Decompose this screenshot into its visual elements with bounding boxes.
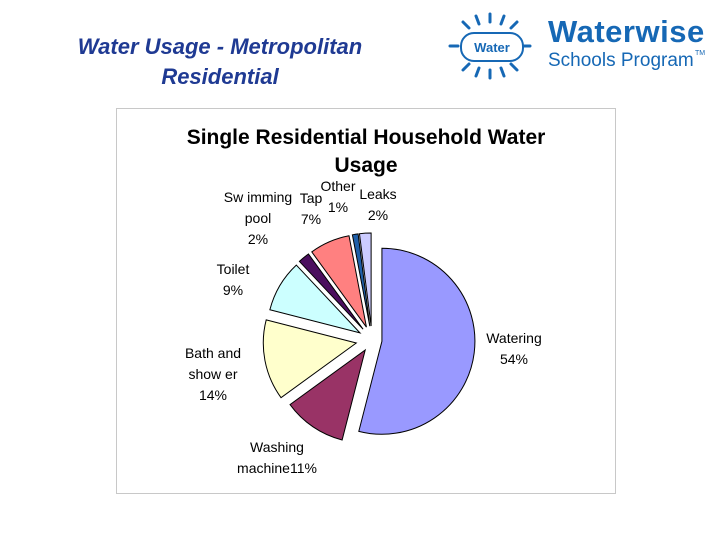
pie-slice-toilet bbox=[269, 264, 362, 334]
logo-badge: Water bbox=[460, 32, 524, 62]
pie-slice-swimming-pool bbox=[298, 253, 364, 330]
slice-label-bath-and-shower: Bath and show er 14% bbox=[185, 345, 241, 403]
slide-title: Water Usage - Metropolitan Residential bbox=[77, 34, 363, 89]
slice-label-toilet: Toilet 9% bbox=[217, 261, 250, 298]
logo-subtitle: Schools Program bbox=[548, 50, 694, 71]
slice-label-tap: Tap 7% bbox=[300, 190, 323, 227]
pie-slice-washing-machine bbox=[289, 348, 367, 441]
slice-label-other: Other 1% bbox=[320, 178, 355, 215]
chart-title: Single Residential Household Water Usage bbox=[186, 126, 546, 177]
waterwise-logo: Water Waterwise Schools Program TM bbox=[440, 6, 710, 86]
sun-rays-icon bbox=[448, 12, 532, 80]
logo-wordmark: Waterwise bbox=[548, 14, 705, 49]
pie-slice-leaks bbox=[358, 232, 372, 327]
logo-trademark: TM bbox=[695, 50, 706, 57]
slice-label-watering: Watering 54% bbox=[486, 330, 542, 367]
pie-slice-other bbox=[351, 233, 371, 327]
slice-label-leaks: Leaks 2% bbox=[359, 186, 396, 223]
pie-slice-watering bbox=[358, 247, 476, 435]
slice-label-swimming-pool: Sw imming pool 2% bbox=[224, 189, 292, 247]
pie-slice-tap bbox=[311, 235, 367, 328]
pie-slice-bath-and-shower bbox=[262, 319, 358, 399]
slice-label-washing-machine: Washing machine11% bbox=[237, 439, 317, 476]
